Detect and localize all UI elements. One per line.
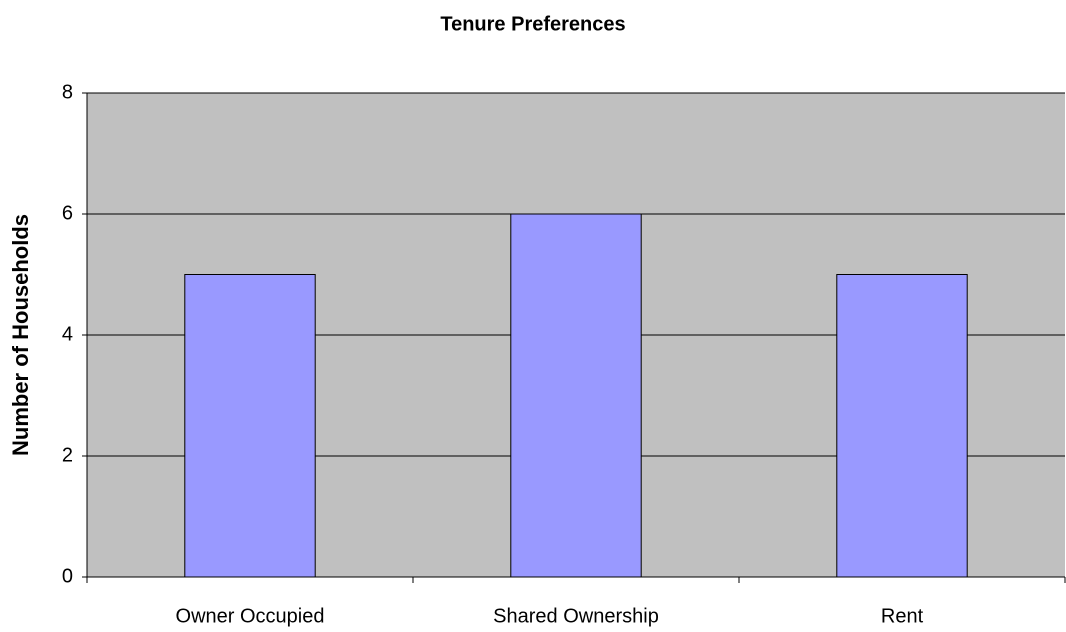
- y-tick-label: 4: [62, 323, 73, 345]
- bar: [510, 213, 642, 578]
- x-tick-label: Rent: [881, 605, 924, 627]
- chart-title: Tenure Preferences: [440, 13, 625, 35]
- bar: [836, 274, 968, 578]
- y-tick-label: 8: [62, 81, 73, 103]
- y-axis-label: Number of Households: [8, 214, 33, 456]
- y-tick-label: 6: [62, 202, 73, 224]
- x-tick-label: Shared Ownership: [493, 605, 659, 627]
- bar: [184, 274, 316, 578]
- y-tick-label: 0: [62, 565, 73, 587]
- x-tick-label: Owner Occupied: [176, 605, 325, 627]
- y-tick-label: 2: [62, 444, 73, 466]
